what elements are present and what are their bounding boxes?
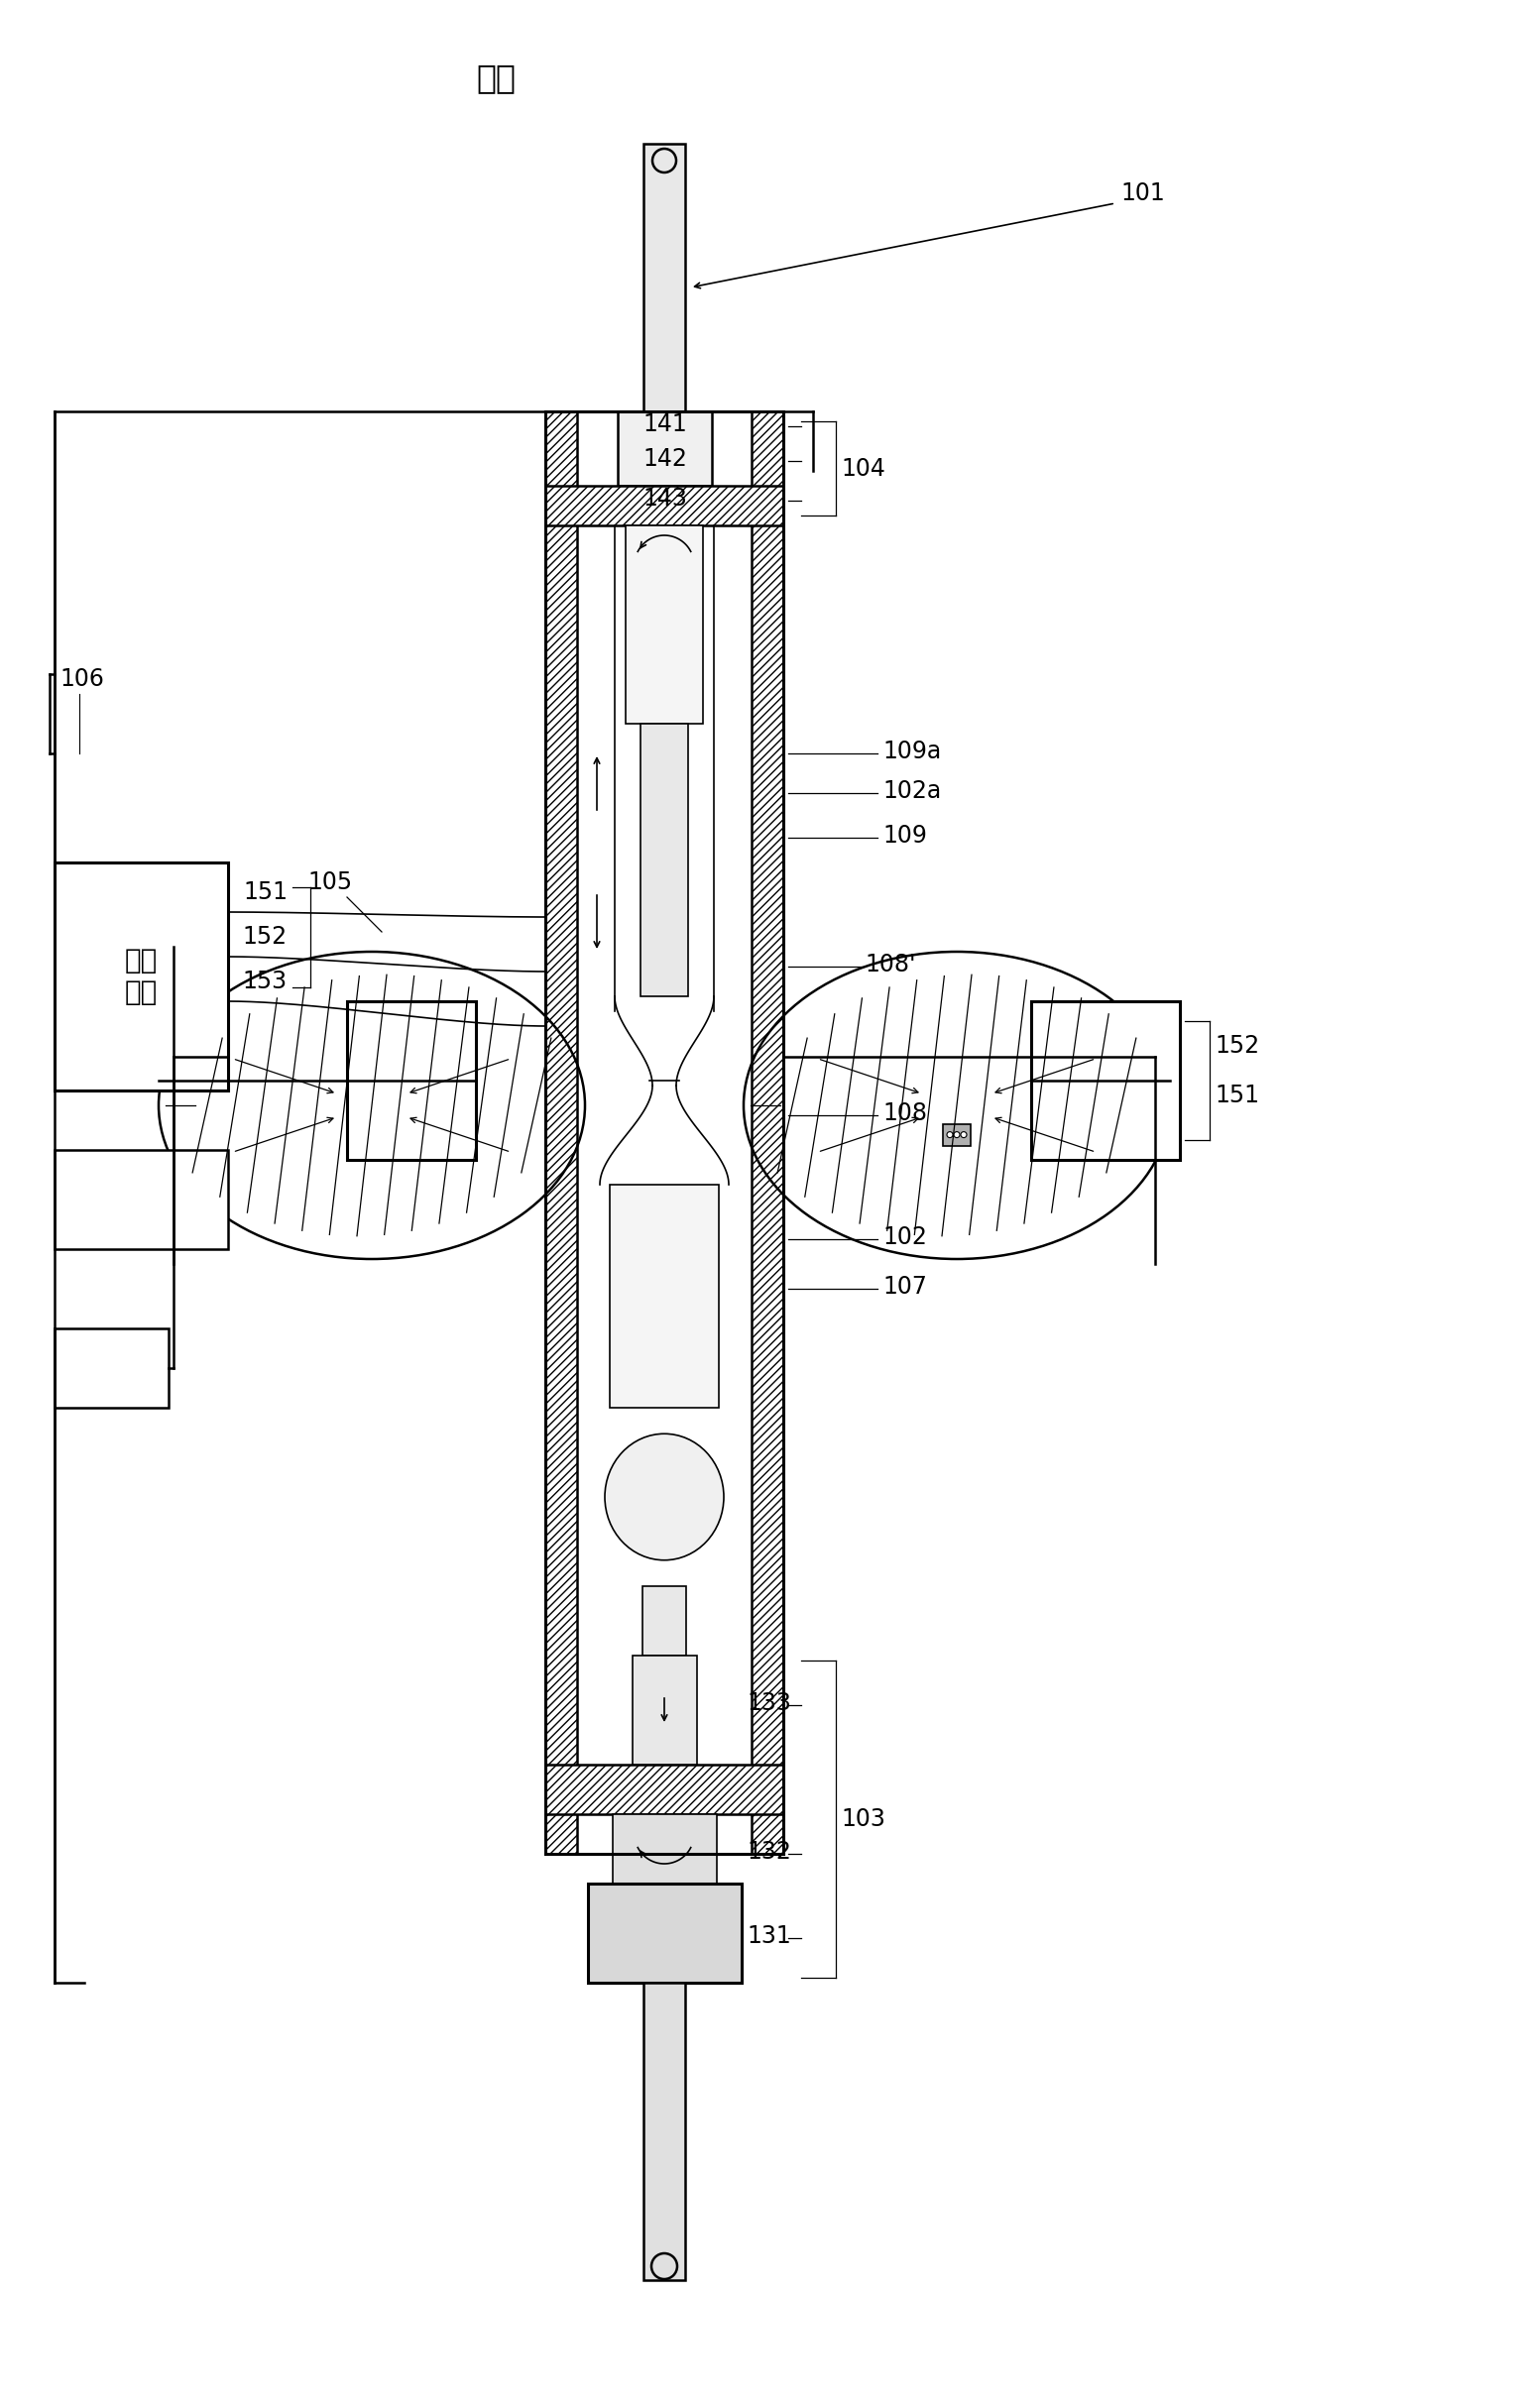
- Text: 109a: 109a: [883, 739, 942, 763]
- Bar: [642, 1587, 686, 1657]
- Bar: [643, 1982, 686, 2280]
- Text: 図１: 図１: [475, 63, 516, 94]
- Bar: [545, 412, 577, 1854]
- Bar: [55, 1329, 168, 1409]
- Bar: [612, 1813, 716, 1883]
- Bar: [545, 486, 783, 525]
- Circle shape: [375, 1132, 382, 1137]
- Ellipse shape: [604, 1433, 724, 1560]
- Text: 109: 109: [883, 824, 927, 848]
- Text: 108': 108': [864, 954, 916, 978]
- Text: 152: 152: [1214, 1033, 1260, 1057]
- Bar: [55, 1151, 229, 1250]
- Text: 151: 151: [1214, 1084, 1260, 1108]
- Circle shape: [961, 1132, 967, 1137]
- Text: 142: 142: [642, 448, 687, 472]
- Text: 153: 153: [242, 970, 288, 995]
- Text: 143: 143: [642, 486, 687, 510]
- Bar: [618, 412, 712, 486]
- Bar: [643, 144, 686, 412]
- Bar: [751, 412, 783, 1854]
- Bar: [943, 1125, 970, 1146]
- Text: 133: 133: [746, 1690, 792, 1714]
- Text: 141: 141: [643, 412, 687, 436]
- Text: 103: 103: [840, 1808, 886, 1830]
- Text: 152: 152: [242, 925, 288, 949]
- Bar: [347, 1002, 475, 1161]
- Bar: [357, 1125, 386, 1146]
- Text: 132: 132: [746, 1840, 792, 1864]
- Bar: [625, 525, 702, 725]
- Text: 107: 107: [883, 1274, 927, 1298]
- Bar: [1031, 1002, 1179, 1161]
- Text: 控制
部件: 控制 部件: [124, 946, 157, 1007]
- Text: 105: 105: [307, 869, 353, 893]
- Bar: [55, 862, 229, 1091]
- Bar: [587, 1883, 742, 1982]
- Text: 108: 108: [883, 1100, 927, 1125]
- Bar: [545, 1765, 783, 1813]
- Circle shape: [362, 1132, 368, 1137]
- Circle shape: [369, 1132, 375, 1137]
- Circle shape: [954, 1132, 960, 1137]
- Text: 151: 151: [242, 881, 288, 903]
- Bar: [610, 1185, 719, 1409]
- Text: 102: 102: [883, 1226, 927, 1250]
- Bar: [640, 725, 687, 997]
- Text: 102a: 102a: [883, 780, 942, 802]
- Text: 101: 101: [1120, 181, 1164, 205]
- Text: 131: 131: [746, 1924, 792, 1948]
- Text: 106: 106: [59, 667, 104, 691]
- Circle shape: [946, 1132, 952, 1137]
- Text: 104: 104: [840, 458, 886, 479]
- Bar: [631, 1657, 696, 1765]
